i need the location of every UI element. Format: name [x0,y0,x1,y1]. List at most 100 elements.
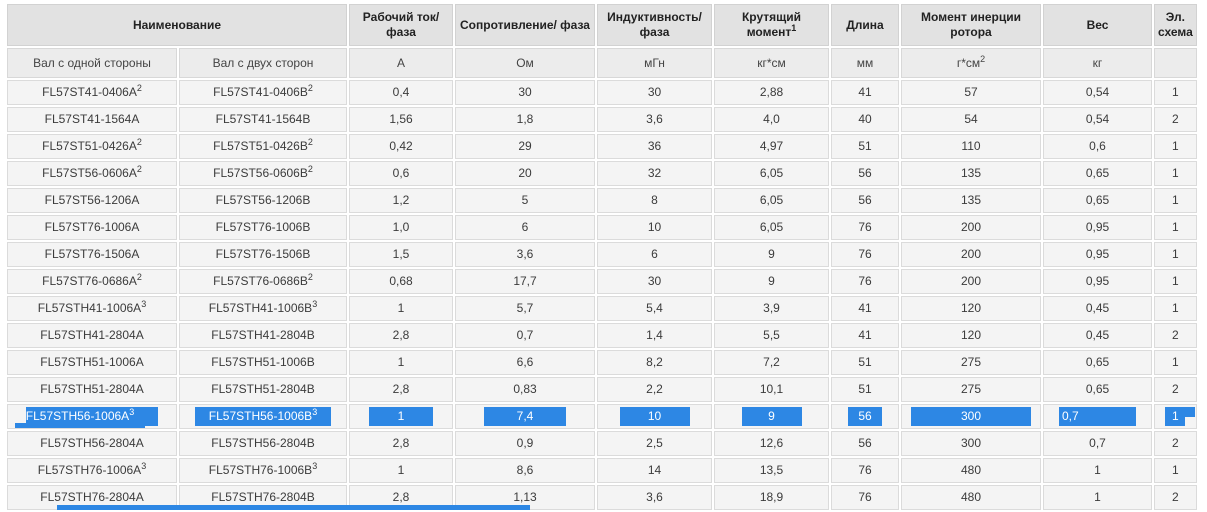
value-cell[interactable]: 1 [1154,404,1197,429]
model-name-cell[interactable]: FL57ST76-0686A2 [7,269,177,294]
model-name-cell[interactable]: FL57STH56-2804B [179,431,347,456]
value-cell[interactable]: 76 [831,269,899,294]
value-cell[interactable]: 0,7 [455,323,595,348]
value-cell[interactable]: 0,95 [1043,215,1152,240]
value-cell[interactable]: 1 [349,350,453,375]
value-cell[interactable]: 1 [349,458,453,483]
value-cell[interactable]: 6,6 [455,350,595,375]
value-cell[interactable]: 0,65 [1043,377,1152,402]
value-cell[interactable]: 3,6 [597,107,712,132]
value-cell[interactable]: 13,5 [714,458,829,483]
value-cell[interactable]: 7,4 [455,404,595,429]
value-cell[interactable]: 0,6 [1043,134,1152,159]
value-cell[interactable]: 0,83 [455,377,595,402]
value-cell[interactable]: 1 [1154,350,1197,375]
value-cell[interactable]: 5,7 [455,296,595,321]
value-cell[interactable]: 1 [1043,485,1152,510]
model-name-cell[interactable]: FL57ST41-1564A [7,107,177,132]
value-cell[interactable]: 0,45 [1043,296,1152,321]
value-cell[interactable]: 51 [831,350,899,375]
value-cell[interactable]: 2,8 [349,377,453,402]
value-cell[interactable]: 300 [901,404,1041,429]
value-cell[interactable]: 120 [901,323,1041,348]
value-cell[interactable]: 0,7 [1043,404,1152,429]
value-cell[interactable]: 56 [831,431,899,456]
value-cell[interactable]: 1 [1154,161,1197,186]
value-cell[interactable]: 41 [831,80,899,105]
model-name-cell[interactable]: FL57ST56-1206A [7,188,177,213]
value-cell[interactable]: 1,0 [349,215,453,240]
value-cell[interactable]: 1 [1154,134,1197,159]
value-cell[interactable]: 135 [901,188,1041,213]
value-cell[interactable]: 6 [597,242,712,267]
value-cell[interactable]: 200 [901,269,1041,294]
value-cell[interactable]: 1 [1154,242,1197,267]
value-cell[interactable]: 76 [831,215,899,240]
value-cell[interactable]: 0,95 [1043,242,1152,267]
value-cell[interactable]: 9 [714,242,829,267]
model-name-cell[interactable]: FL57ST41-0406B2 [179,80,347,105]
model-name-cell[interactable]: FL57ST41-0406A2 [7,80,177,105]
value-cell[interactable]: 0,65 [1043,350,1152,375]
value-cell[interactable]: 30 [597,80,712,105]
value-cell[interactable]: 36 [597,134,712,159]
value-cell[interactable]: 9 [714,269,829,294]
value-cell[interactable]: 3,6 [455,242,595,267]
value-cell[interactable]: 0,54 [1043,107,1152,132]
model-name-cell[interactable]: FL57ST56-0606A2 [7,161,177,186]
value-cell[interactable]: 1,5 [349,242,453,267]
value-cell[interactable]: 3,9 [714,296,829,321]
value-cell[interactable]: 6,05 [714,188,829,213]
value-cell[interactable]: 2,5 [597,431,712,456]
value-cell[interactable]: 1 [1154,458,1197,483]
value-cell[interactable]: 7,2 [714,350,829,375]
value-cell[interactable]: 10 [597,215,712,240]
value-cell[interactable]: 0,4 [349,80,453,105]
model-name-cell[interactable]: FL57STH56-1006B3 [179,404,347,429]
value-cell[interactable]: 76 [831,242,899,267]
value-cell[interactable]: 56 [831,161,899,186]
value-cell[interactable]: 57 [901,80,1041,105]
value-cell[interactable]: 275 [901,350,1041,375]
value-cell[interactable]: 76 [831,485,899,510]
value-cell[interactable]: 300 [901,431,1041,456]
value-cell[interactable]: 200 [901,242,1041,267]
value-cell[interactable]: 51 [831,134,899,159]
value-cell[interactable]: 0,54 [1043,80,1152,105]
model-name-cell[interactable]: FL57ST56-1206B [179,188,347,213]
value-cell[interactable]: 8,2 [597,350,712,375]
value-cell[interactable]: 41 [831,323,899,348]
model-name-cell[interactable]: FL57STH56-2804A [7,431,177,456]
model-name-cell[interactable]: FL57ST76-0686B2 [179,269,347,294]
value-cell[interactable]: 3,6 [597,485,712,510]
value-cell[interactable]: 1 [349,296,453,321]
value-cell[interactable]: 6 [455,215,595,240]
value-cell[interactable]: 30 [597,269,712,294]
value-cell[interactable]: 8 [597,188,712,213]
value-cell[interactable]: 200 [901,215,1041,240]
model-name-cell[interactable]: FL57ST76-1506A [7,242,177,267]
model-name-cell[interactable]: FL57STH41-2804A [7,323,177,348]
model-name-cell[interactable]: FL57ST76-1006A [7,215,177,240]
value-cell[interactable]: 29 [455,134,595,159]
value-cell[interactable]: 0,65 [1043,188,1152,213]
value-cell[interactable]: 1 [1154,269,1197,294]
value-cell[interactable]: 480 [901,485,1041,510]
model-name-cell[interactable]: FL57STH51-2804B [179,377,347,402]
model-name-cell[interactable]: FL57STH41-2804B [179,323,347,348]
value-cell[interactable]: 1 [1154,296,1197,321]
value-cell[interactable]: 30 [455,80,595,105]
model-name-cell[interactable]: FL57ST51-0426A2 [7,134,177,159]
value-cell[interactable]: 2 [1154,431,1197,456]
value-cell[interactable]: 0,6 [349,161,453,186]
value-cell[interactable]: 17,7 [455,269,595,294]
value-cell[interactable]: 2 [1154,323,1197,348]
value-cell[interactable]: 4,0 [714,107,829,132]
value-cell[interactable]: 2,8 [349,431,453,456]
value-cell[interactable]: 1,2 [349,188,453,213]
value-cell[interactable]: 135 [901,161,1041,186]
model-name-cell[interactable]: FL57STH41-1006A3 [7,296,177,321]
value-cell[interactable]: 0,68 [349,269,453,294]
value-cell[interactable]: 41 [831,296,899,321]
model-name-cell[interactable]: FL57STH51-1006A [7,350,177,375]
